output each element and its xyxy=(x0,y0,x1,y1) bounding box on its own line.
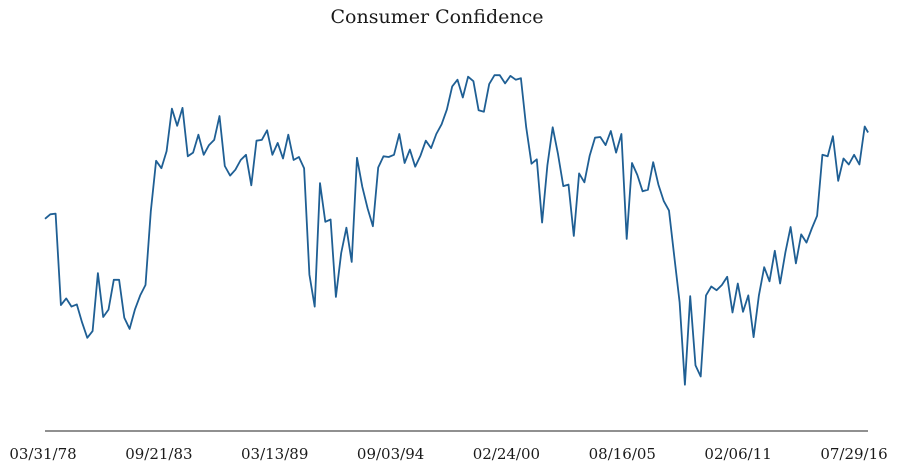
x-axis-tick-labels: 03/31/78 09/21/83 03/13/89 09/03/94 02/24/00… xyxy=(9,445,887,463)
x-tick-label: 03/13/89 xyxy=(241,445,308,463)
x-tick-label: 07/29/16 xyxy=(820,445,887,463)
series-line-0 xyxy=(44,74,869,386)
chart-title: Consumer Confidence xyxy=(331,6,544,28)
x-tick-label: 09/21/83 xyxy=(125,445,192,463)
x-tick-label: 08/16/05 xyxy=(589,445,656,463)
x-tick-label: 09/03/94 xyxy=(357,445,424,463)
x-tick-label: 03/31/78 xyxy=(9,445,76,463)
plot-area xyxy=(44,74,869,386)
x-tick-label: 02/24/00 xyxy=(473,445,540,463)
x-tick-label: 02/06/11 xyxy=(704,445,771,463)
